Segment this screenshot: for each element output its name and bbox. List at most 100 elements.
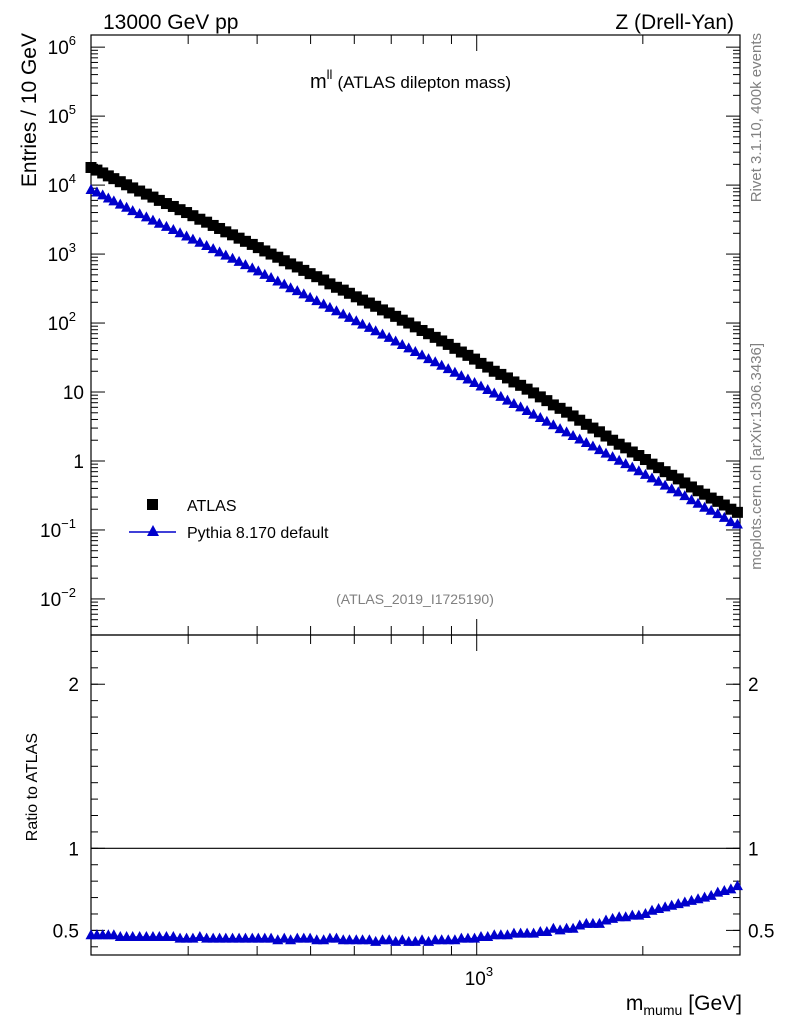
pythia-point	[561, 426, 573, 437]
atlas-point	[725, 503, 737, 515]
atlas-point	[85, 161, 97, 173]
pythia-ratio-point	[705, 889, 717, 900]
atlas-point	[97, 167, 109, 179]
atlas-point	[147, 191, 159, 203]
ratio-panel-frame	[90, 634, 741, 956]
pythia-point	[679, 490, 691, 501]
pythia-point	[567, 430, 579, 441]
pythia-point	[187, 233, 199, 244]
atlas-point	[587, 422, 599, 434]
pythia-point	[455, 370, 467, 381]
pythia-ratio-point	[278, 932, 290, 943]
pythia-point	[672, 486, 684, 497]
atlas-point	[554, 402, 566, 414]
pythia-point	[416, 349, 428, 360]
pythia-ratio-point	[108, 929, 120, 940]
atlas-point	[233, 232, 245, 244]
pythia-ratio-point	[731, 880, 743, 891]
pythia-point	[304, 291, 316, 302]
atlas-point	[547, 399, 559, 411]
tick-base: 10	[40, 590, 61, 611]
pythia-point	[554, 423, 566, 434]
pythia-ratio-point	[311, 934, 323, 945]
pythia-point	[501, 394, 513, 405]
pythia-point	[239, 259, 251, 270]
tick-exponent: 2	[69, 309, 76, 324]
atlas-point	[462, 349, 474, 361]
pythia-point	[600, 447, 612, 458]
pythia-point	[534, 411, 546, 422]
atlas-point	[390, 310, 402, 322]
atlas-point	[370, 300, 382, 312]
ratio-ytick-label: 2	[68, 675, 79, 696]
pythia-point	[127, 205, 139, 216]
pythia-ratio-point	[194, 930, 206, 941]
atlas-point	[140, 188, 152, 200]
atlas-point	[593, 426, 605, 438]
atlas-point	[475, 357, 487, 369]
tick-exponent: 4	[69, 171, 76, 186]
pythia-point	[653, 475, 665, 486]
atlas-point	[383, 307, 395, 319]
atlas-point	[534, 391, 546, 403]
main-ytick-label: 102	[48, 309, 76, 335]
main-ytick-label: 1	[73, 452, 84, 473]
tick-exponent: 3	[69, 240, 76, 255]
legend: ATLAS Pythia 8.170 default	[129, 498, 329, 542]
atlas-point	[482, 361, 494, 373]
pythia-point	[114, 198, 126, 209]
pythia-point	[521, 405, 533, 416]
atlas-point	[214, 222, 226, 234]
pythia-point	[324, 301, 336, 312]
xlabel-unit: [GeV]	[688, 992, 742, 1015]
tick-base: 10	[48, 176, 69, 197]
pythia-point	[383, 331, 395, 342]
pythia-point	[233, 255, 245, 266]
atlas-point	[207, 219, 219, 231]
xlabel-subscript: mumu	[643, 1002, 682, 1018]
atlas-point	[607, 434, 619, 446]
atlas-point	[153, 194, 165, 206]
atlas-point	[167, 200, 179, 212]
ratio-ylabel: Ratio to ATLAS	[24, 733, 41, 841]
pythia-point	[311, 295, 323, 306]
pythia-point	[705, 504, 717, 515]
pythia-ratio-point	[383, 934, 395, 945]
pythia-point	[639, 468, 651, 479]
pythia-point	[607, 451, 619, 462]
atlas-point	[396, 314, 408, 326]
pythia-ratio-point	[330, 932, 342, 943]
pythia-point	[227, 252, 239, 263]
tick-exponent: 3	[486, 964, 493, 979]
atlas-point	[363, 297, 375, 309]
atlas-point	[521, 383, 533, 395]
atlas-point	[495, 368, 507, 380]
pythia-point	[633, 465, 645, 476]
atlas-point	[337, 284, 349, 296]
pythia-point	[699, 501, 711, 512]
pythia-point	[423, 353, 435, 364]
main-ytick-label: 10	[63, 383, 84, 404]
main-ytick-label: 106	[48, 33, 76, 59]
atlas-point	[324, 278, 336, 290]
plot-title-text: (ATLAS dilepton mass)	[337, 73, 511, 92]
tick-base: 10	[48, 38, 69, 59]
atlas-point	[304, 268, 316, 280]
pythia-ratio-point	[416, 934, 428, 945]
atlas-point	[272, 251, 284, 263]
atlas-point	[442, 338, 454, 350]
pythia-point	[712, 508, 724, 519]
pythia-point	[140, 211, 152, 222]
pythia-point	[285, 282, 297, 293]
data-series	[85, 161, 743, 946]
atlas-point	[541, 395, 553, 407]
atlas-point	[613, 438, 625, 450]
pythia-point	[370, 325, 382, 336]
atlas-point	[91, 164, 103, 176]
pythia-point	[646, 472, 658, 483]
pythia-ratio-point	[725, 883, 737, 894]
atlas-point	[416, 324, 428, 336]
pythia-point	[153, 217, 165, 228]
pythia-point	[515, 401, 527, 412]
